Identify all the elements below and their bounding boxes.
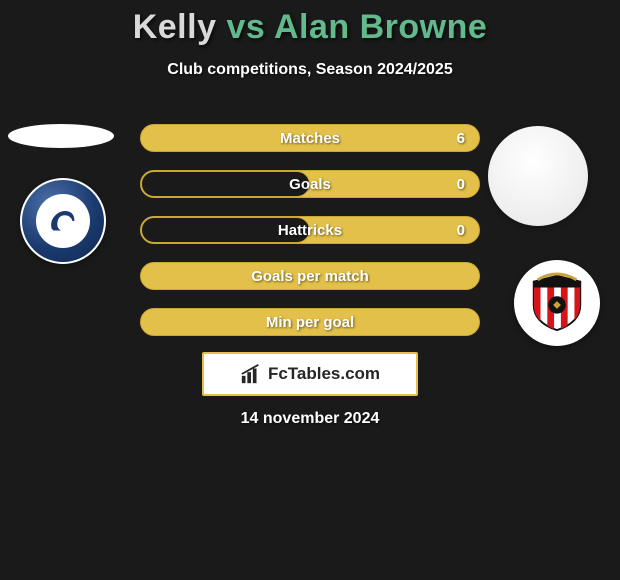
player2-avatar [488,126,588,226]
player2-club-badge [514,260,600,346]
stat-value-right: 6 [457,130,465,147]
stat-bar: Matches 6 [140,124,480,152]
stat-value-right: 0 [457,176,465,193]
bars-icon [240,363,262,385]
stat-label: Hattricks [278,222,342,239]
stat-left-segment [141,171,310,197]
brand-badge: FcTables.com [202,352,418,396]
brand-text: FcTables.com [268,364,380,384]
stat-label: Goals per match [251,268,369,285]
stat-bar: Hattricks 0 [140,216,480,244]
stat-value-right: 0 [457,222,465,239]
stat-bar: Goals 0 [140,170,480,198]
stat-label: Goals [289,176,331,193]
stat-label: Matches [280,130,340,147]
stat-label: Min per goal [266,314,354,331]
date-label: 14 november 2024 [0,410,620,428]
page-title: Kelly vs Alan Browne [0,0,620,47]
title-player2: Alan Browne [274,8,487,46]
player1-avatar [8,124,114,148]
player1-club-badge [20,178,106,264]
title-player1: Kelly [133,8,217,46]
stat-bar: Min per goal [140,308,480,336]
title-vs: vs [226,8,265,46]
millwall-lion-icon [36,194,90,248]
stat-bar: Goals per match [140,262,480,290]
subtitle: Club competitions, Season 2024/2025 [0,61,620,79]
stats-container: Matches 6 Goals 0 Hattricks 0 Goals per match M… [140,124,480,354]
sunderland-crest-icon [526,272,588,334]
